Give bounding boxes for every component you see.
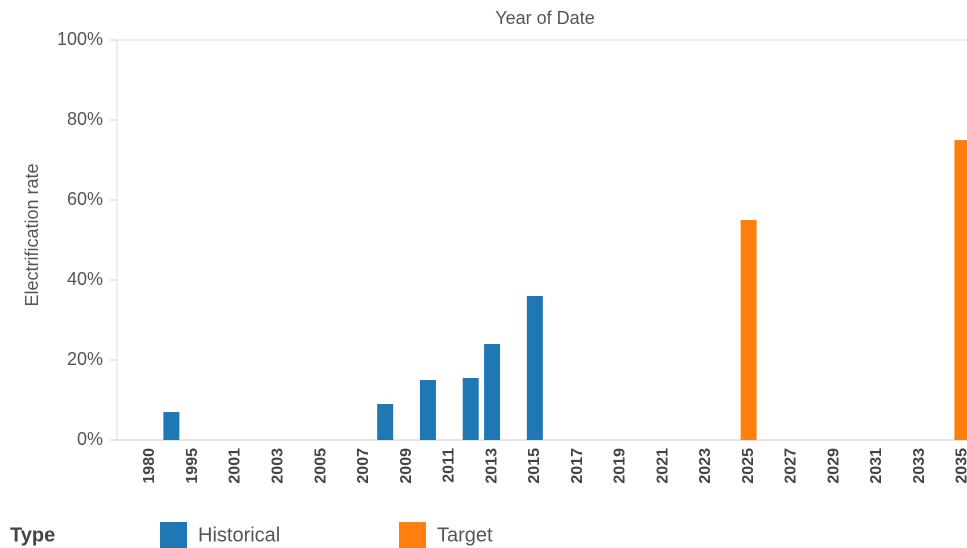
bar (740, 220, 757, 440)
x-tick-label: 2033 (911, 448, 928, 484)
x-tick-label: 2011 (441, 448, 458, 483)
x-tick-label: 2001 (227, 448, 244, 484)
x-tick-label: 2023 (697, 448, 714, 484)
y-tick-label: 20% (67, 349, 103, 369)
y-tick-label: 100% (57, 29, 103, 49)
x-tick-label: 2017 (569, 448, 586, 484)
x-tick-label: 1995 (184, 448, 201, 484)
x-tick-label: 2007 (355, 448, 372, 484)
x-tick-label: 2003 (269, 448, 286, 484)
y-axis-label: Electrification rate (22, 163, 42, 306)
y-tick-label: 0% (77, 429, 103, 449)
bar (462, 378, 479, 440)
chart-title: Year of Date (495, 8, 594, 28)
y-tick-label: 60% (67, 189, 103, 209)
bar (526, 296, 543, 440)
legend-swatch (399, 522, 426, 548)
x-tick-label: 2013 (483, 448, 500, 484)
bar (419, 380, 436, 440)
legend-swatch (160, 522, 187, 548)
x-tick-label: 2035 (954, 448, 967, 484)
bar (377, 404, 394, 440)
x-tick-label: 2027 (783, 448, 800, 484)
legend-label: Historical (198, 524, 280, 546)
x-tick-label: 2029 (825, 448, 842, 484)
legend-title: Type (10, 524, 55, 546)
x-tick-label: 2015 (526, 448, 543, 484)
x-tick-label: 2031 (868, 448, 885, 484)
bar (484, 344, 501, 440)
bar (163, 412, 180, 440)
y-tick-label: 80% (67, 109, 103, 129)
x-tick-label: 2021 (654, 448, 671, 484)
x-tick-label: 2009 (398, 448, 415, 484)
x-tick-label: 1980 (141, 448, 158, 484)
x-tick-label: 2005 (312, 448, 329, 484)
y-tick-label: 40% (67, 269, 103, 289)
bar (954, 140, 967, 440)
legend-label: Target (437, 524, 493, 546)
x-tick-label: 2019 (612, 448, 629, 484)
x-tick-label: 2025 (740, 448, 757, 484)
